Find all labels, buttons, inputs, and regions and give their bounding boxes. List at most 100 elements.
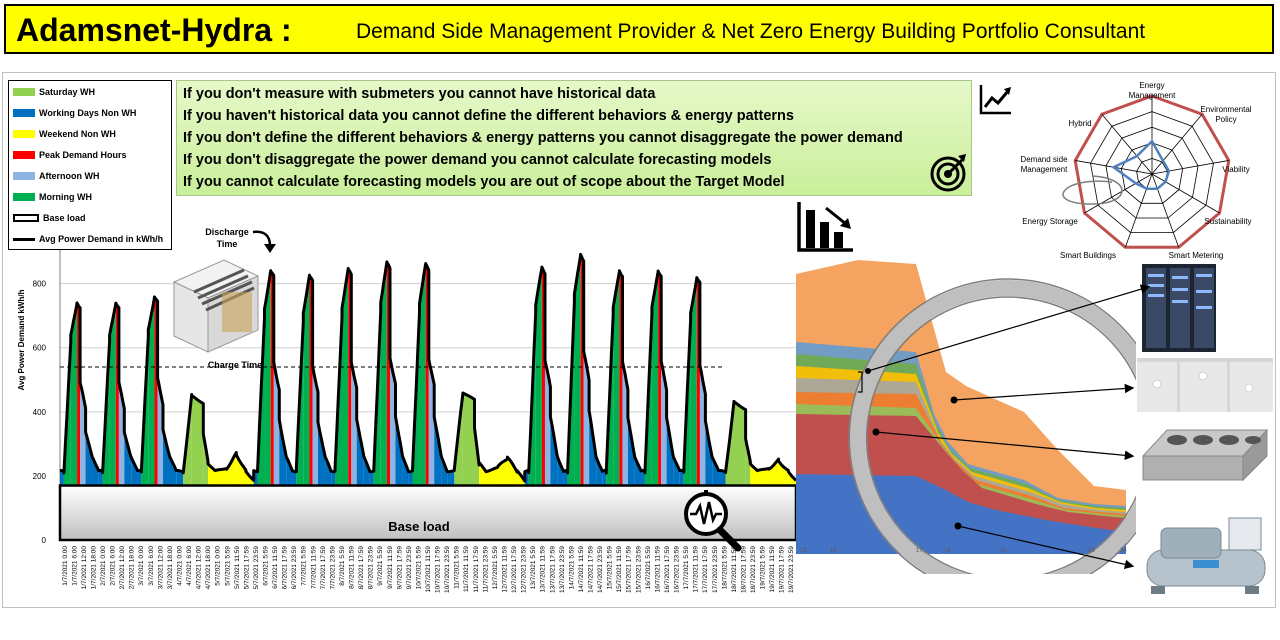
chiller-unit-image bbox=[1137, 416, 1273, 486]
demand-area-segment bbox=[109, 302, 116, 486]
radar-series bbox=[1111, 139, 1171, 190]
legend-label: Peak Demand Hours bbox=[39, 150, 127, 160]
demand-area-segment bbox=[408, 471, 413, 486]
x-tick-label: 1/7/2021 18:00 bbox=[90, 546, 97, 590]
x-tick-label: 19/7/2021 5:59 bbox=[760, 546, 767, 590]
x-tick-label: 9/7/2021 23:59 bbox=[406, 546, 413, 590]
content-frame bbox=[2, 72, 1276, 608]
legend-item: Working Days Non WH bbox=[13, 105, 136, 121]
radar-ring bbox=[1120, 142, 1184, 204]
x-tick-label: 13/7/2021 11:59 bbox=[540, 546, 547, 593]
y-tick-label: 200 bbox=[33, 472, 47, 481]
demand-area-segment bbox=[651, 270, 659, 486]
x-tick-label: 8/7/2021 11:59 bbox=[349, 546, 356, 589]
demand-area-segment bbox=[163, 430, 171, 486]
demand-area-segment bbox=[641, 471, 645, 486]
header-banner: Adamsnet-Hydra : Demand Side Management … bbox=[4, 4, 1274, 54]
zoom-x-tick-label: 24 bbox=[1120, 548, 1127, 554]
discharge-arrow-icon bbox=[252, 230, 276, 253]
x-tick-label: 11/7/2021 23:59 bbox=[482, 546, 489, 593]
demand-area-segment bbox=[690, 277, 697, 486]
x-tick-label: 17/7/2021 11:59 bbox=[693, 546, 700, 593]
x-tick-label: 7/7/2021 17:59 bbox=[320, 546, 327, 590]
zoom-x-tick-label: 14 bbox=[830, 548, 837, 554]
x-tick-label: 5/7/2021 5:59 bbox=[224, 546, 231, 586]
demand-area-segment bbox=[363, 456, 370, 486]
demand-area-segment bbox=[176, 471, 184, 486]
demand-area-segment bbox=[602, 471, 607, 486]
x-tick-label: 16/7/2021 5:59 bbox=[645, 546, 652, 590]
x-tick-label: 12/7/2021 5:59 bbox=[492, 546, 499, 590]
x-tick-label: 7/7/2021 5:59 bbox=[301, 546, 308, 586]
legend-swatch bbox=[13, 237, 35, 241]
legend-swatch bbox=[13, 151, 35, 159]
demand-area-segment bbox=[342, 269, 349, 486]
demand-area-segment bbox=[148, 296, 155, 486]
radar-axis-label: Smart Metering bbox=[1169, 251, 1224, 260]
x-tick-label: 2/7/2021 6:00 bbox=[110, 546, 117, 586]
legend-label: Base load bbox=[43, 213, 86, 223]
x-tick-label: 17/7/2021 5:59 bbox=[683, 546, 690, 590]
x-tick-label: 16/7/2021 11:59 bbox=[654, 546, 661, 593]
x-tick-label: 6/7/2021 5:59 bbox=[263, 546, 270, 586]
demand-area-segment bbox=[60, 471, 64, 486]
x-tick-label: 6/7/2021 23:59 bbox=[291, 546, 298, 590]
demand-area-segment bbox=[497, 458, 508, 486]
tagline: Demand Side Management Provider & Net Ze… bbox=[356, 20, 1146, 43]
x-tick-label: 19/7/2021 23:59 bbox=[788, 546, 795, 593]
zoom-x-tick-label: 20 bbox=[1000, 548, 1007, 554]
x-tick-label: 7/7/2021 23:59 bbox=[329, 546, 336, 590]
x-tick-label: 5/7/2021 23:59 bbox=[253, 546, 260, 590]
demand-area-segment bbox=[750, 463, 758, 486]
demand-area-segment bbox=[85, 433, 93, 486]
ceiling-panel-image bbox=[1137, 358, 1273, 412]
legend-label: Afternoon WH bbox=[39, 171, 100, 181]
x-tick-label: 2/7/2021 12:00 bbox=[119, 546, 126, 590]
legend-item: Peak Demand Hours bbox=[13, 147, 127, 163]
demand-area-segment bbox=[757, 467, 769, 486]
x-tick-label: 10/7/2021 11:59 bbox=[425, 546, 432, 593]
demand-area-segment bbox=[718, 471, 726, 486]
legend-item: Morning WH bbox=[13, 189, 92, 205]
discharge-label: Discharge Time bbox=[205, 227, 249, 249]
x-tick-label: 18/7/2021 11:59 bbox=[731, 546, 738, 593]
radar-axis-label: Smart Buildings bbox=[1060, 251, 1116, 260]
x-tick-label: 12/7/2021 11:59 bbox=[501, 546, 508, 593]
radar-ring bbox=[1090, 111, 1214, 234]
radar-spoke bbox=[1124, 173, 1153, 248]
x-tick-label: 3/7/2021 18:00 bbox=[167, 546, 174, 590]
x-tick-label: 12/7/2021 23:59 bbox=[521, 546, 528, 593]
demand-area-segment bbox=[419, 264, 426, 486]
legend-swatch bbox=[13, 88, 35, 96]
legend-swatch bbox=[13, 214, 39, 222]
zoom-stacked-chart: 13 14 17 18 20 23 24 bbox=[796, 260, 1136, 574]
y-tick-label: 800 bbox=[33, 280, 47, 289]
demand-area-segment bbox=[286, 456, 293, 486]
x-tick-label: 13/7/2021 23:59 bbox=[559, 546, 566, 593]
x-tick-label: 14/7/2021 5:59 bbox=[568, 546, 575, 590]
demand-area-segment bbox=[331, 471, 336, 486]
zoom-x-tick-label: 13 bbox=[800, 548, 807, 554]
demand-area-segment bbox=[191, 395, 204, 486]
legend-swatch bbox=[13, 193, 35, 201]
x-tick-label: 11/7/2021 17:59 bbox=[473, 546, 480, 593]
x-tick-label: 10/7/2021 5:59 bbox=[415, 546, 422, 590]
x-tick-label: 18/7/2021 5:59 bbox=[721, 546, 728, 590]
demand-area-segment bbox=[207, 463, 215, 486]
brand-title: Adamsnet-Hydra : bbox=[16, 12, 292, 48]
x-tick-label: 9/7/2021 11:59 bbox=[387, 546, 394, 589]
x-tick-label: 2/7/2021 18:00 bbox=[129, 546, 136, 590]
demand-area-segment bbox=[462, 392, 475, 486]
x-tick-label: 19/7/2021 11:59 bbox=[769, 546, 776, 593]
demand-area-segment bbox=[292, 471, 297, 486]
y-tick-label: 600 bbox=[33, 344, 47, 353]
x-tick-label: 8/7/2021 5:59 bbox=[339, 546, 346, 586]
demand-area-segment bbox=[124, 433, 132, 486]
target-icon bbox=[930, 154, 966, 192]
x-tick-label: 3/7/2021 0:00 bbox=[138, 546, 145, 586]
radar-axis-label: Viability bbox=[1222, 165, 1249, 174]
demand-area-segment bbox=[535, 267, 542, 486]
demand-area-segment bbox=[137, 471, 142, 486]
legend-label: Morning WH bbox=[39, 192, 92, 202]
